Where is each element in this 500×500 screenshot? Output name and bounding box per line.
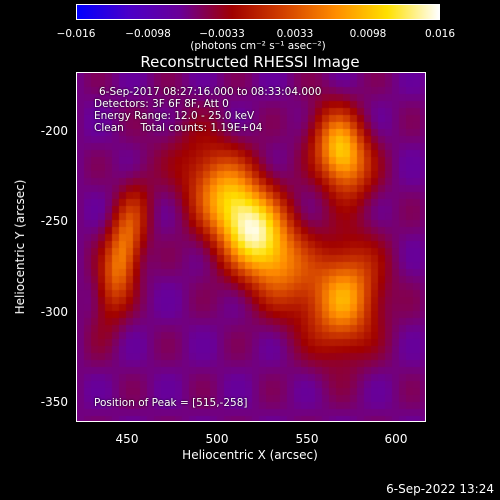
colorbar-tick-label: 0.016: [424, 28, 456, 40]
x-axis-label: Heliocentric X (arcsec): [182, 448, 318, 462]
colorbar: [76, 4, 440, 20]
x-tick-label: 550: [295, 432, 319, 446]
heatmap-image: [77, 73, 425, 421]
x-tick-label: 450: [115, 432, 139, 446]
colorbar-tick-label: 0.0098: [349, 28, 387, 40]
chart-title: Reconstructed RHESSI Image: [140, 53, 360, 71]
colorbar-tick-label: −0.0033: [199, 28, 245, 40]
annotation-detectors: Detectors: 3F 6F 8F, Att 0: [94, 98, 229, 110]
x-tick-label: 600: [384, 432, 408, 446]
colorbar-tick-label: −0.0098: [125, 28, 171, 40]
x-tick-label: 500: [205, 432, 229, 446]
y-tick-label: -350: [40, 395, 68, 409]
plot-area: 6-Sep-2017 08:27:16.000 to 08:33:04.000 …: [76, 72, 426, 422]
y-tick-label: -300: [40, 305, 68, 319]
y-tick-label: -250: [40, 214, 68, 228]
plot-timestamp: 6-Sep-2022 13:24: [386, 482, 494, 496]
annotation-method-counts: Clean Total counts: 1.19E+04: [94, 122, 263, 134]
annotation-energy-range: Energy Range: 12.0 - 25.0 keV: [94, 110, 255, 122]
colorbar-units: (photons cm⁻² s⁻¹ asec⁻²): [190, 40, 326, 52]
annotation-time-range: 6-Sep-2017 08:27:16.000 to 08:33:04.000: [99, 86, 322, 98]
y-axis-label: Heliocentric Y (arcsec): [13, 179, 27, 315]
y-tick-label: -200: [40, 124, 68, 138]
colorbar-tick-label: 0.0033: [276, 28, 314, 40]
annotation-peak-position: Position of Peak = [515,-258]: [94, 397, 248, 409]
colorbar-tick-label: −0.016: [56, 28, 96, 40]
